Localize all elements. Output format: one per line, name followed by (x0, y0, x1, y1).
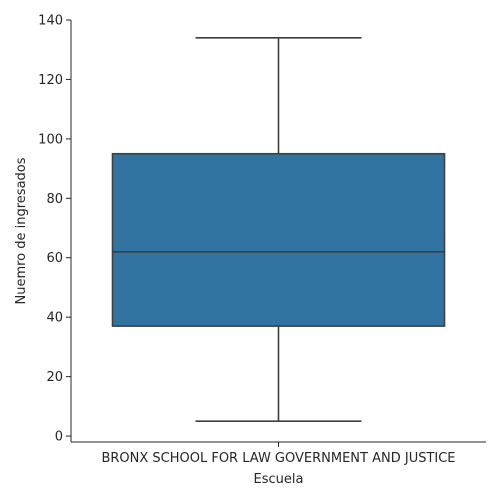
y-axis-label: Nuemro de ingresados (14, 157, 29, 304)
y-tick-label: 0 (55, 430, 63, 445)
box-iqr (111, 152, 446, 327)
y-tick-label: 120 (38, 73, 63, 88)
y-tick-label: 40 (46, 311, 63, 326)
y-tick-label: 60 (46, 251, 63, 266)
plot-area (111, 37, 446, 422)
x-axis-label: Escuela (254, 472, 304, 487)
y-tick-label: 100 (38, 132, 63, 147)
y-tick-label: 140 (38, 14, 63, 29)
y-tick-label: 80 (46, 192, 63, 207)
x-tick-label: BRONX SCHOOL FOR LAW GOVERNMENT AND JUST… (101, 451, 455, 466)
y-tick-label: 20 (46, 370, 63, 385)
y-ticks: 0 20 40 60 80 100 120 140 (38, 14, 71, 445)
x-ticks: BRONX SCHOOL FOR LAW GOVERNMENT AND JUST… (101, 442, 456, 466)
